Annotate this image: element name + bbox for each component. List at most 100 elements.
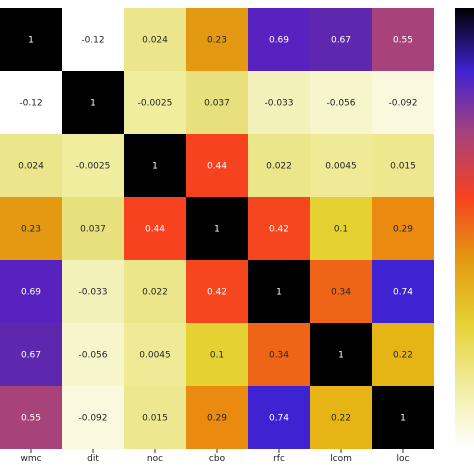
heatmap-cell-value-label: 0.1 <box>334 225 348 235</box>
x-tick-label-cbo: cbo <box>209 454 226 464</box>
colorbar <box>455 8 474 449</box>
heatmap-cell-lcom-noc <box>124 323 186 386</box>
heatmap-cell-value-label: -0.056 <box>78 351 107 361</box>
heatmap-cell-loc-rfc <box>248 386 310 449</box>
heatmap-cell-noc-dit <box>62 134 124 197</box>
heatmap-cell-value-label: -0.056 <box>326 99 355 109</box>
heatmap-cell-noc-noc <box>124 134 186 197</box>
heatmap-cell-value-label: 0.022 <box>266 162 292 172</box>
heatmap-cell-value-label: 0.42 <box>207 288 227 298</box>
heatmap-cell-value-label: -0.12 <box>19 99 42 109</box>
heatmap-cell-value-label: 0.69 <box>269 36 289 46</box>
heatmap-cell-cbo-loc <box>372 197 434 260</box>
heatmap-cell-value-label: -0.0025 <box>138 99 173 109</box>
heatmap-cell-cbo-cbo <box>186 197 248 260</box>
heatmap-cell-value-label: 0.037 <box>80 225 106 235</box>
heatmap-cell-dit-lcom <box>310 71 372 134</box>
heatmap-cell-rfc-loc <box>372 260 434 323</box>
colorbar-gradient <box>455 8 474 449</box>
heatmap-cell-value-label: 0.74 <box>269 414 289 424</box>
heatmap-cell-value-label: 1 <box>338 351 344 361</box>
heatmap-cell-rfc-rfc <box>248 260 310 323</box>
heatmap-cell-loc-noc <box>124 386 186 449</box>
x-tick-label-wmc: wmc <box>20 454 41 464</box>
x-tick-label-lcom: lcom <box>330 454 352 464</box>
heatmap-cell-value-label: 0.67 <box>21 351 41 361</box>
heatmap-cell-value-label: -0.12 <box>81 36 104 46</box>
heatmap-cell-lcom-lcom <box>310 323 372 386</box>
heatmap-cell-loc-dit <box>62 386 124 449</box>
heatmap-cell-noc-wmc <box>0 134 62 197</box>
heatmap-cell-noc-rfc <box>248 134 310 197</box>
heatmap-cell-dit-wmc <box>0 71 62 134</box>
heatmap-cell-value-label: 1 <box>90 99 96 109</box>
heatmap-cell-value-label: 0.22 <box>393 351 413 361</box>
heatmap-cell-value-label: 1 <box>214 225 220 235</box>
heatmap-cell-lcom-dit <box>62 323 124 386</box>
x-tick-label-rfc: rfc <box>273 454 285 464</box>
heatmap-cell-value-label: 0.55 <box>393 36 413 46</box>
heatmap-cell-value-label: 0.42 <box>269 225 289 235</box>
heatmap-cell-value-label: 0.23 <box>21 225 41 235</box>
heatmap-cell-cbo-dit <box>62 197 124 260</box>
heatmap-cell-dit-cbo <box>186 71 248 134</box>
heatmap-cell-lcom-cbo <box>186 323 248 386</box>
heatmap-cell-cbo-rfc <box>248 197 310 260</box>
heatmap-cell-wmc-cbo <box>186 8 248 71</box>
heatmap-cell-value-label: 0.34 <box>331 288 351 298</box>
heatmap-cell-value-label: 1 <box>28 36 34 46</box>
heatmap-cell-noc-lcom <box>310 134 372 197</box>
heatmap-cell-value-label: 0.44 <box>207 162 227 172</box>
heatmap-cell-loc-wmc <box>0 386 62 449</box>
heatmap-cell-lcom-loc <box>372 323 434 386</box>
heatmap-cell-cbo-noc <box>124 197 186 260</box>
heatmap-cell-dit-loc <box>372 71 434 134</box>
heatmap-cell-value-label: 0.34 <box>269 351 289 361</box>
heatmap-cell-noc-cbo <box>186 134 248 197</box>
heatmap-cell-value-label: 1 <box>152 162 158 172</box>
heatmap-cell-lcom-wmc <box>0 323 62 386</box>
heatmap-cell-value-label: 0.67 <box>331 36 351 46</box>
heatmap-cell-value-label: -0.033 <box>264 99 293 109</box>
heatmap-cell-value-label: 1 <box>400 414 406 424</box>
x-tick-label-noc: noc <box>147 454 163 464</box>
heatmap-cell-wmc-wmc <box>0 8 62 71</box>
heatmap-cell-rfc-noc <box>124 260 186 323</box>
heatmap-cell-value-label: 0.037 <box>204 99 230 109</box>
heatmap-cell-loc-loc <box>372 386 434 449</box>
heatmap-cell-dit-noc <box>124 71 186 134</box>
heatmap-cell-value-label: 0.0045 <box>325 162 357 172</box>
heatmap-cell-loc-cbo <box>186 386 248 449</box>
heatmap-cell-cbo-lcom <box>310 197 372 260</box>
heatmap-cell-wmc-noc <box>124 8 186 71</box>
heatmap-cell-lcom-rfc <box>248 323 310 386</box>
heatmap-cell-value-label: 0.74 <box>393 288 413 298</box>
heatmap-cell-value-label: 0.23 <box>207 36 227 46</box>
heatmap-cell-wmc-loc <box>372 8 434 71</box>
x-axis-tick-labels: wmc dit noc cbo rfc lcom loc <box>20 449 410 464</box>
heatmap-cell-value-label: 0.0045 <box>139 351 171 361</box>
heatmap-cell-value-label: -0.092 <box>78 414 107 424</box>
heatmap-cell-value-label: -0.092 <box>388 99 417 109</box>
heatmap-cell-dit-dit <box>62 71 124 134</box>
heatmap-cell-dit-rfc <box>248 71 310 134</box>
heatmap-cell-value-label: 0.69 <box>21 288 41 298</box>
heatmap-cells: 1 -0.12 0.024 0.23 0.69 0.67 0.55 -0.12 1 -0.0025… <box>0 8 434 449</box>
heatmap-cell-value-label: 0.29 <box>393 225 413 235</box>
heatmap-cell-value-label: 0.1 <box>210 351 224 361</box>
heatmap-cell-value-label: -0.0025 <box>76 162 111 172</box>
x-tick-label-dit: dit <box>87 454 99 464</box>
heatmap-cell-wmc-rfc <box>248 8 310 71</box>
heatmap-cell-value-label: 0.22 <box>331 414 351 424</box>
heatmap-cell-value-label: 0.44 <box>145 225 165 235</box>
heatmap-cell-value-label: 0.015 <box>142 414 168 424</box>
heatmap-cell-value-label: 0.022 <box>142 288 168 298</box>
heatmap-cell-rfc-lcom <box>310 260 372 323</box>
x-tick-label-loc: loc <box>397 454 410 464</box>
heatmap-cell-rfc-wmc <box>0 260 62 323</box>
heatmap-cell-value-label: 0.024 <box>18 162 44 172</box>
heatmap-cell-value-label: 0.024 <box>142 36 168 46</box>
heatmap-cell-noc-loc <box>372 134 434 197</box>
heatmap-cell-wmc-lcom <box>310 8 372 71</box>
